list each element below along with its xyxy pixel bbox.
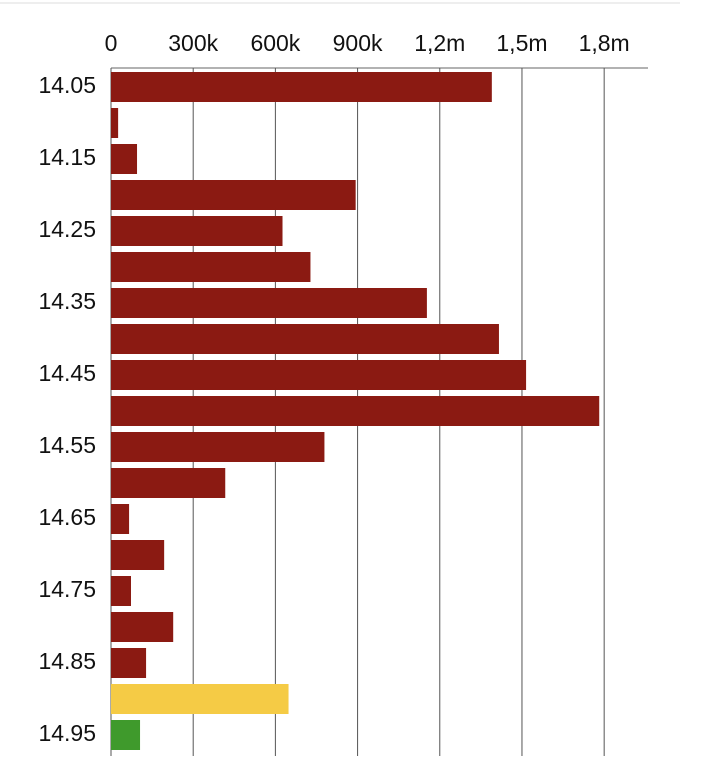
- y-tick-label: 14.95: [38, 720, 96, 746]
- bar: [111, 216, 283, 246]
- bar: [111, 72, 492, 102]
- bar: [111, 684, 289, 714]
- bar: [111, 396, 600, 426]
- x-tick-label: 1,8m: [579, 30, 630, 56]
- labels: 0 300k 600k 900k 1,2m 1,5m 1,8m 14.05 14.15 14.25…: [38, 30, 629, 746]
- bar: [111, 468, 226, 498]
- bar: [111, 504, 130, 534]
- bar: [111, 360, 527, 390]
- bar: [111, 720, 141, 750]
- y-tick-label: 14.55: [38, 432, 96, 458]
- x-tick-label: 900k: [333, 30, 383, 56]
- bar: [111, 576, 132, 606]
- bar: [111, 252, 311, 282]
- y-tick-label: 14.65: [38, 504, 96, 530]
- y-tick-label: 14.85: [38, 648, 96, 674]
- bar: [111, 432, 325, 462]
- x-tick-label: 0: [105, 30, 118, 56]
- bar: [111, 180, 356, 210]
- y-tick-label: 14.35: [38, 288, 96, 314]
- bar: [111, 144, 138, 174]
- y-tick-label: 14.15: [38, 144, 96, 170]
- bar: [111, 540, 165, 570]
- bar: [111, 324, 499, 354]
- bars: [111, 72, 600, 750]
- x-tick-label: 1,5m: [496, 30, 547, 56]
- bar: [111, 612, 174, 642]
- y-tick-label: 14.75: [38, 576, 96, 602]
- x-tick-label: 600k: [250, 30, 300, 56]
- bar: [111, 288, 427, 318]
- y-tick-label: 14.25: [38, 216, 96, 242]
- x-tick-label: 1,2m: [414, 30, 465, 56]
- y-tick-label: 14.45: [38, 360, 96, 386]
- y-tick-label: 14.05: [38, 72, 96, 98]
- bar: [111, 108, 119, 138]
- x-tick-label: 300k: [168, 30, 218, 56]
- bar: [111, 648, 147, 678]
